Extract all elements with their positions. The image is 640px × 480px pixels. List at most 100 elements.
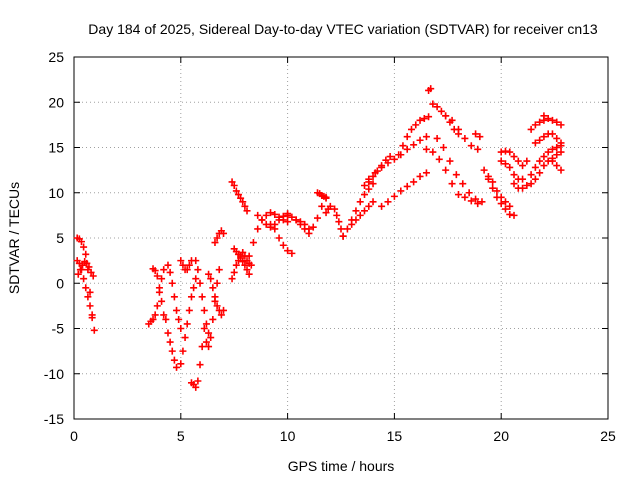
series-trace-aa (348, 198, 377, 228)
data-point (241, 261, 249, 269)
data-point (489, 178, 497, 186)
data-point (234, 191, 242, 199)
data-point (296, 220, 304, 228)
data-point (245, 270, 253, 278)
data-point (474, 145, 482, 153)
data-point (279, 241, 287, 249)
data-point (484, 172, 492, 180)
y-tick-label: -10 (44, 366, 64, 382)
data-point (544, 115, 552, 123)
data-point (497, 148, 505, 156)
data-point (279, 212, 287, 220)
data-point (429, 100, 437, 108)
series-trace-c (74, 258, 97, 280)
data-point (448, 116, 456, 124)
data-point (467, 197, 475, 205)
data-point (205, 329, 213, 337)
data-point (536, 118, 544, 126)
data-point (243, 266, 251, 274)
data-point (544, 148, 552, 156)
data-point (239, 258, 247, 266)
x-tick-label: 20 (493, 428, 509, 444)
data-point (480, 166, 488, 174)
axis-ticks: -15 -10 -5 0 5 10 15 20 25 0 5 10 15 20 25 (44, 49, 616, 444)
data-point (86, 302, 94, 310)
data-point (403, 133, 411, 141)
data-point (267, 209, 275, 217)
data-point (540, 133, 548, 141)
data-point (433, 103, 441, 111)
series-trace-ar (531, 130, 565, 147)
data-point (352, 207, 360, 215)
data-point (200, 306, 208, 314)
data-point (149, 315, 157, 323)
data-point (168, 279, 176, 287)
data-point (179, 347, 187, 355)
data-point (305, 229, 313, 237)
data-point (192, 383, 200, 391)
data-point (232, 187, 240, 195)
series-trace-ae (395, 113, 433, 159)
series-trace-p (228, 248, 255, 283)
data-point (527, 125, 535, 133)
data-point (185, 261, 193, 269)
data-point (506, 163, 514, 171)
series-trace-j (187, 325, 208, 391)
data-point (326, 202, 334, 210)
data-point (510, 211, 518, 219)
data-point (82, 250, 90, 258)
data-point (271, 225, 279, 233)
data-point (343, 225, 351, 233)
data-point (205, 270, 213, 278)
data-point (166, 268, 174, 276)
data-point (360, 182, 368, 190)
data-point (510, 171, 518, 179)
data-point (410, 141, 418, 149)
data-point (160, 311, 168, 319)
data-point (501, 198, 509, 206)
data-point (211, 293, 219, 301)
y-axis-label: SDTVAR / TECUs (6, 182, 22, 294)
data-point (527, 180, 535, 188)
data-point (465, 189, 473, 197)
data-point (519, 184, 527, 192)
series-trace-x (322, 202, 334, 217)
data-point (284, 247, 292, 255)
series-trace-q (230, 245, 253, 278)
data-point (548, 130, 556, 138)
data-point (196, 361, 204, 369)
data-point (416, 116, 424, 124)
data-point (80, 243, 88, 251)
series-trace-r (245, 209, 292, 260)
data-point (510, 180, 518, 188)
data-point (318, 202, 326, 210)
data-point (461, 134, 469, 142)
data-point (207, 275, 215, 283)
data-point (497, 200, 505, 208)
series-trace-n (211, 227, 228, 247)
data-point (384, 159, 392, 167)
data-point (553, 151, 561, 159)
data-point (168, 347, 176, 355)
data-point (151, 311, 159, 319)
data-point (474, 200, 482, 208)
series-trace-aj (442, 112, 482, 153)
data-point (170, 356, 178, 364)
data-point (200, 325, 208, 332)
data-point (245, 252, 253, 260)
series-trace-av (548, 157, 565, 174)
data-point (501, 147, 509, 155)
data-point (407, 125, 415, 133)
data-point (337, 225, 345, 233)
data-point (429, 148, 437, 156)
data-point (501, 205, 509, 213)
data-point (452, 171, 460, 179)
data-point (335, 218, 343, 226)
data-point (557, 166, 565, 174)
y-tick-label: 25 (48, 49, 64, 65)
data-point (536, 169, 544, 177)
data-point (390, 192, 398, 200)
x-axis-label: GPS time / hours (288, 458, 395, 474)
data-point (422, 145, 430, 153)
y-tick-label: -5 (52, 321, 65, 337)
